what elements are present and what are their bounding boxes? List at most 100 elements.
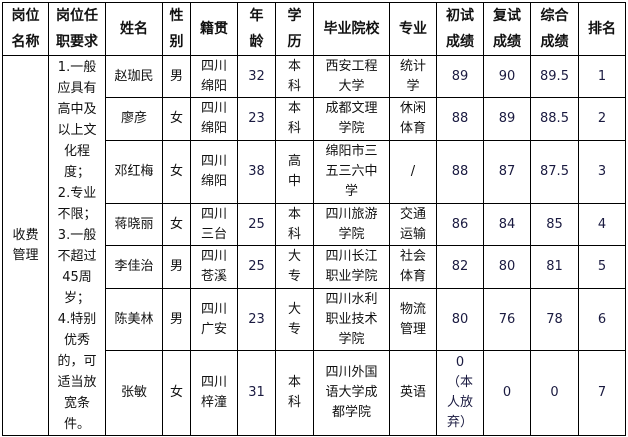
second-score-cell: 90 bbox=[483, 55, 531, 98]
header-major: 专业 bbox=[389, 2, 437, 56]
origin-cell: 四川 梓潼 bbox=[190, 350, 238, 436]
table-row: 蒋晓丽女四川 三台 25 本 科四川旅游 学院 交通 运输 86 84 85 4 bbox=[3, 203, 626, 246]
position-cell: 收费 管理 bbox=[2, 55, 49, 436]
education-cell: 本 科 bbox=[275, 350, 314, 436]
header-age: 年 龄 bbox=[237, 2, 276, 56]
age-cell: 25 bbox=[237, 245, 276, 289]
second-score-cell: 76 bbox=[483, 288, 531, 351]
name-cell: 邓红梅 bbox=[105, 140, 163, 204]
major-cell: 休闲 体育 bbox=[389, 97, 437, 141]
table-row: 李佳治男四川 苍溪 25 大 专四川长江 职业学院 社会 体育 82 80 81 5 bbox=[3, 245, 626, 289]
school-cell: 四川长江 职业学院 bbox=[313, 245, 390, 289]
header-school: 毕业院校 bbox=[313, 2, 390, 56]
major-cell: 物流 管理 bbox=[389, 288, 437, 351]
header-second-score: 复试 成绩 bbox=[483, 2, 531, 56]
origin-cell: 四川 广安 bbox=[190, 288, 238, 351]
rank-cell: 2 bbox=[578, 97, 626, 141]
education-cell: 大 专 bbox=[275, 288, 314, 351]
table-row: 陈美林男四川 广安 23 大 专四川水利 职业技术 学院 物流 管理 80 76 78 6 bbox=[3, 288, 626, 351]
total-score-cell: 87.5 bbox=[530, 140, 579, 204]
education-cell: 本 科 bbox=[275, 55, 314, 98]
total-score-cell: 89.5 bbox=[530, 55, 579, 98]
header-first-score: 初试 成绩 bbox=[436, 2, 484, 56]
table-row: 张敏女四川 梓潼 31 本 科四川外国 语大学成 都学院 英语 0 （本 人放 弃） 0 0… bbox=[3, 350, 626, 436]
total-score-cell: 78 bbox=[530, 288, 579, 351]
school-cell: 四川旅游 学院 bbox=[313, 203, 390, 246]
rank-cell: 1 bbox=[578, 55, 626, 98]
major-cell: 社会 体育 bbox=[389, 245, 437, 289]
education-cell: 本 科 bbox=[275, 203, 314, 246]
age-cell: 32 bbox=[237, 55, 276, 98]
gender-cell: 男 bbox=[162, 288, 191, 351]
second-score-cell: 84 bbox=[483, 203, 531, 246]
second-score-cell: 0 bbox=[483, 350, 531, 436]
name-cell: 赵珈民 bbox=[105, 55, 163, 98]
rank-cell: 5 bbox=[578, 245, 626, 289]
age-cell: 38 bbox=[237, 140, 276, 204]
name-cell: 蒋晓丽 bbox=[105, 203, 163, 246]
first-score-cell: 82 bbox=[436, 245, 484, 289]
gender-cell: 女 bbox=[162, 203, 191, 246]
origin-cell: 四川 绵阳 bbox=[190, 97, 238, 141]
major-cell: 英语 bbox=[389, 350, 437, 436]
age-cell: 23 bbox=[237, 97, 276, 141]
major-cell: 交通 运输 bbox=[389, 203, 437, 246]
gender-cell: 男 bbox=[162, 245, 191, 289]
education-cell: 高 中 bbox=[275, 140, 314, 204]
second-score-cell: 89 bbox=[483, 97, 531, 141]
total-score-cell: 0 bbox=[530, 350, 579, 436]
school-cell: 成都文理 学院 bbox=[313, 97, 390, 141]
total-score-cell: 81 bbox=[530, 245, 579, 289]
origin-cell: 四川 绵阳 bbox=[190, 55, 238, 98]
education-cell: 本 科 bbox=[275, 97, 314, 141]
name-cell: 陈美林 bbox=[105, 288, 163, 351]
school-cell: 四川水利 职业技术 学院 bbox=[313, 288, 390, 351]
total-score-cell: 85 bbox=[530, 203, 579, 246]
gender-cell: 女 bbox=[162, 97, 191, 141]
name-cell: 张敏 bbox=[105, 350, 163, 436]
first-score-cell: 88 bbox=[436, 140, 484, 204]
header-total-score: 综合 成绩 bbox=[530, 2, 579, 56]
school-cell: 绵阳市三 五三六中 学 bbox=[313, 140, 390, 204]
first-score-cell: 0 （本 人放 弃） bbox=[436, 350, 484, 436]
header-position-name: 岗位 名称 bbox=[2, 2, 49, 56]
second-score-cell: 80 bbox=[483, 245, 531, 289]
name-cell: 廖彦 bbox=[105, 97, 163, 141]
origin-cell: 四川 苍溪 bbox=[190, 245, 238, 289]
second-score-cell: 87 bbox=[483, 140, 531, 204]
name-cell: 李佳治 bbox=[105, 245, 163, 289]
first-score-cell: 88 bbox=[436, 97, 484, 141]
rank-cell: 7 bbox=[578, 350, 626, 436]
origin-cell: 四川 三台 bbox=[190, 203, 238, 246]
origin-cell: 四川 绵阳 bbox=[190, 140, 238, 204]
age-cell: 25 bbox=[237, 203, 276, 246]
header-education: 学 历 bbox=[275, 2, 314, 56]
school-cell: 西安工程 大学 bbox=[313, 55, 390, 98]
gender-cell: 女 bbox=[162, 350, 191, 436]
first-score-cell: 86 bbox=[436, 203, 484, 246]
header-rank: 排名 bbox=[578, 2, 626, 56]
rank-cell: 3 bbox=[578, 140, 626, 204]
header-origin: 籍贯 bbox=[190, 2, 238, 56]
first-score-cell: 89 bbox=[436, 55, 484, 98]
header-row: 岗位 名称 岗位任 职要求 姓名性 别籍贯年 龄学 历毕业院校 专业 初试 成绩 复试 成… bbox=[2, 2, 626, 56]
education-cell: 大 专 bbox=[275, 245, 314, 289]
age-cell: 31 bbox=[237, 350, 276, 436]
major-cell: / bbox=[389, 140, 437, 204]
first-score-cell: 80 bbox=[436, 288, 484, 351]
total-score-cell: 88.5 bbox=[530, 97, 579, 141]
header-name: 姓名 bbox=[105, 2, 163, 56]
rank-cell: 4 bbox=[578, 203, 626, 246]
header-gender: 性 别 bbox=[162, 2, 191, 56]
school-cell: 四川外国 语大学成 都学院 bbox=[313, 350, 390, 436]
gender-cell: 男 bbox=[162, 55, 191, 98]
requirements-cell: 1.一般 应具有 高中及 以上文 化程 度； 2.专业 不限； 3.一般 不超过… bbox=[48, 55, 106, 436]
age-cell: 23 bbox=[237, 288, 276, 351]
table-row: 廖彦女四川 绵阳 23 本 科成都文理 学院 休闲 体育 88 89 88.5 2 bbox=[3, 97, 626, 141]
header-job-requirements: 岗位任 职要求 bbox=[48, 2, 106, 56]
gender-cell: 女 bbox=[162, 140, 191, 204]
major-cell: 统计 学 bbox=[389, 55, 437, 98]
rank-cell: 6 bbox=[578, 288, 626, 351]
table-row: 收费 管理 1.一般 应具有 高中及 以上文 化程 度； 2.专业 不限； 3.一… bbox=[2, 55, 626, 436]
